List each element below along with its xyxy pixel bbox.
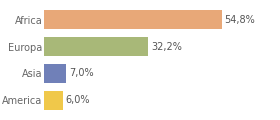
Bar	[44, 91, 63, 110]
Text: 54,8%: 54,8%	[225, 15, 255, 25]
Text: 6,0%: 6,0%	[66, 95, 90, 105]
Bar	[44, 64, 66, 83]
Text: 32,2%: 32,2%	[151, 42, 182, 52]
Text: 7,0%: 7,0%	[69, 68, 94, 78]
Bar	[44, 10, 222, 29]
Bar	[44, 37, 148, 56]
